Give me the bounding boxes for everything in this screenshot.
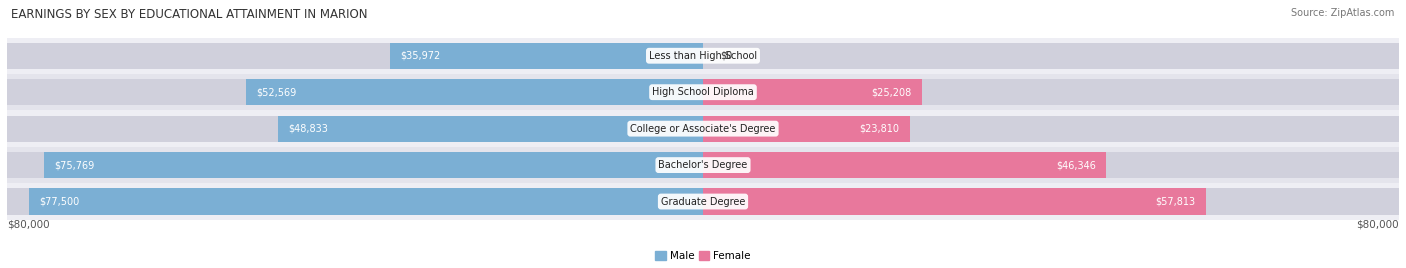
- Text: $48,833: $48,833: [288, 124, 329, 134]
- Text: $35,972: $35,972: [401, 51, 440, 61]
- Bar: [7, 38, 1399, 74]
- Text: High School Diploma: High School Diploma: [652, 87, 754, 97]
- Bar: [7, 147, 1399, 183]
- Bar: [703, 79, 1399, 105]
- Text: Less than High School: Less than High School: [650, 51, 756, 61]
- Bar: [7, 116, 703, 142]
- Legend: Male, Female: Male, Female: [651, 247, 755, 266]
- Bar: [703, 79, 922, 105]
- Bar: [7, 79, 703, 105]
- Text: $25,208: $25,208: [872, 87, 912, 97]
- Text: College or Associate's Degree: College or Associate's Degree: [630, 124, 776, 134]
- Text: Graduate Degree: Graduate Degree: [661, 196, 745, 207]
- Bar: [7, 152, 703, 178]
- Bar: [7, 74, 1399, 110]
- Bar: [7, 110, 1399, 147]
- Bar: [703, 152, 1107, 178]
- Bar: [28, 188, 703, 215]
- Bar: [703, 43, 1399, 69]
- Text: $0: $0: [720, 51, 733, 61]
- Text: $80,000: $80,000: [1357, 220, 1399, 230]
- Bar: [703, 116, 910, 142]
- Text: $23,810: $23,810: [859, 124, 900, 134]
- Text: $57,813: $57,813: [1156, 196, 1195, 207]
- Bar: [7, 188, 703, 215]
- Bar: [278, 116, 703, 142]
- Bar: [389, 43, 703, 69]
- Bar: [7, 183, 1399, 220]
- Text: Source: ZipAtlas.com: Source: ZipAtlas.com: [1291, 8, 1395, 18]
- Text: Bachelor's Degree: Bachelor's Degree: [658, 160, 748, 170]
- Text: $80,000: $80,000: [7, 220, 49, 230]
- Bar: [703, 116, 1399, 142]
- Text: $52,569: $52,569: [256, 87, 297, 97]
- Text: $75,769: $75,769: [55, 160, 94, 170]
- Bar: [703, 188, 1399, 215]
- Bar: [703, 152, 1399, 178]
- Bar: [246, 79, 703, 105]
- Text: EARNINGS BY SEX BY EDUCATIONAL ATTAINMENT IN MARION: EARNINGS BY SEX BY EDUCATIONAL ATTAINMEN…: [11, 8, 368, 21]
- Bar: [7, 43, 703, 69]
- Text: $77,500: $77,500: [39, 196, 80, 207]
- Bar: [703, 188, 1206, 215]
- Bar: [44, 152, 703, 178]
- Text: $46,346: $46,346: [1056, 160, 1095, 170]
